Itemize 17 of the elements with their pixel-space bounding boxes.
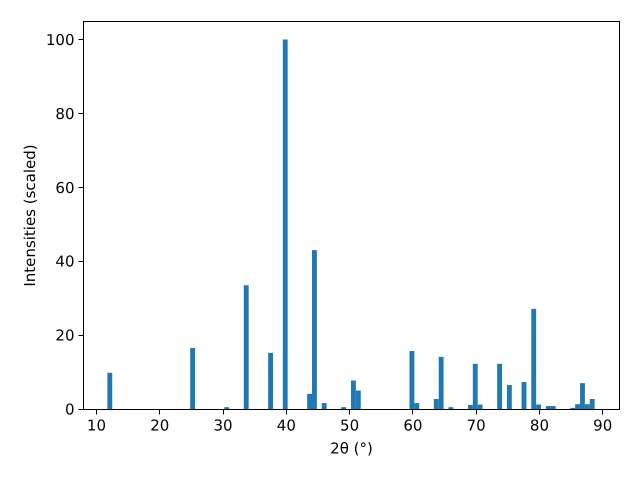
x-tick-label: 10: [86, 416, 106, 434]
y-tick-label: 100: [46, 30, 74, 49]
x-tick-label: 40: [276, 416, 296, 434]
y-tick-label: 40: [55, 252, 74, 271]
x-tick-label: 70: [466, 416, 486, 434]
x-axis-title: 2θ (°): [330, 440, 373, 458]
x-tick-label: 60: [403, 416, 422, 434]
x-tick-label: 20: [150, 416, 170, 434]
x-tick-label: 30: [213, 416, 233, 434]
y-axis-title: Intensities (scaled): [20, 144, 39, 287]
x-tick-label: 90: [593, 416, 612, 434]
y-tick-label: 80: [55, 104, 74, 123]
y-tick-label: 0: [64, 400, 74, 418]
y-tick-label: 60: [55, 178, 74, 197]
y-tick-label: 20: [55, 326, 74, 345]
x-tick-label: 50: [340, 416, 360, 434]
x-tick-label: 80: [530, 416, 549, 434]
